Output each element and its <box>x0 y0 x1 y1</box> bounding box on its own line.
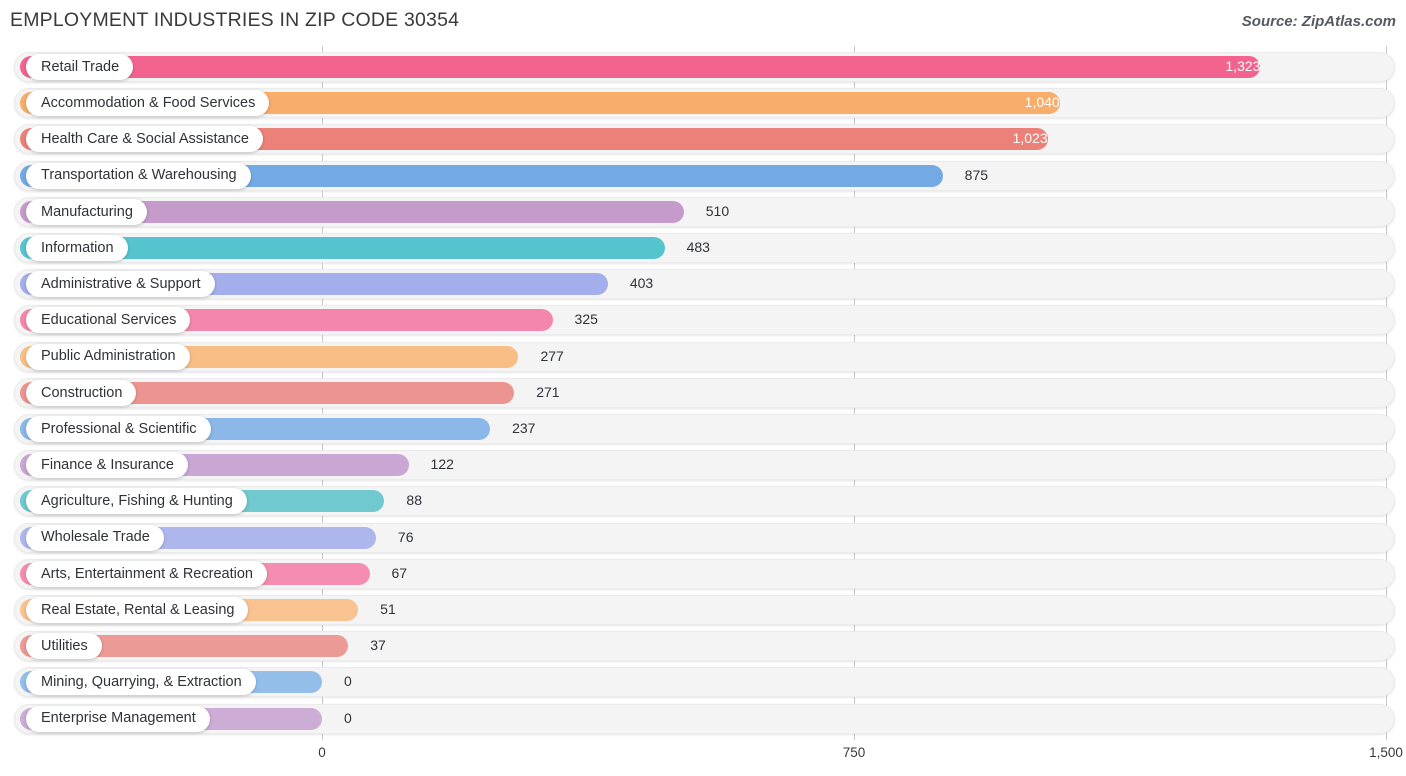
x-tick-label: 1,500 <box>1369 745 1403 760</box>
category-label: Information <box>41 239 114 256</box>
category-label-pill: Administrative & Support <box>26 271 215 298</box>
category-label: Manufacturing <box>41 203 133 220</box>
category-label: Finance & Insurance <box>41 456 174 473</box>
category-label: Enterprise Management <box>41 710 196 727</box>
category-label-pill: Agriculture, Fishing & Hunting <box>26 488 247 515</box>
bar[interactable] <box>20 128 1048 151</box>
chart-row[interactable]: Administrative & Support 403 <box>14 269 1395 300</box>
bar-value-label: 510 <box>705 202 730 219</box>
bar-value-label: 0 <box>344 709 352 726</box>
category-label-pill: Public Administration <box>26 343 190 370</box>
chart-row[interactable]: Health Care & Social Assistance 1,023 <box>14 124 1395 155</box>
bar-rows: Retail Trade 1,323 Accommodation & Food Se… <box>0 46 1406 740</box>
category-label-pill: Manufacturing <box>26 198 147 225</box>
bar-value-label: 237 <box>512 420 536 436</box>
category-label-pill: Wholesale Trade <box>26 524 164 551</box>
chart-row[interactable]: Retail Trade 1,323 <box>14 52 1395 82</box>
chart-row[interactable]: Transportation & Warehousing 875 <box>14 160 1395 191</box>
category-label-pill: Utilities <box>26 633 102 660</box>
category-label: Wholesale Trade <box>41 529 150 546</box>
category-label: Professional & Scientific <box>41 420 197 437</box>
category-label: Utilities <box>41 637 88 654</box>
chart-row[interactable]: Utilities 37 <box>14 631 1395 662</box>
x-tick-label: 750 <box>842 745 866 760</box>
category-label: Arts, Entertainment & Recreation <box>41 565 253 582</box>
category-label-pill: Enterprise Management <box>26 705 210 732</box>
chart-row[interactable]: Educational Services 325 <box>14 305 1395 336</box>
x-axis: 0 750 1,500 <box>0 740 1406 776</box>
chart-row[interactable]: Real Estate, Rental & Leasing 51 <box>14 595 1395 625</box>
category-label: Educational Services <box>41 312 177 329</box>
category-label-pill: Arts, Entertainment & Recreation <box>26 560 267 587</box>
plot-area: Retail Trade 1,323 Accommodation & Food Se… <box>0 46 1406 740</box>
category-label-pill: Mining, Quarrying, & Extraction <box>26 669 256 696</box>
chart-row[interactable]: Mining, Quarrying, & Extraction 0 <box>14 667 1395 698</box>
bar-value-label: 0 <box>344 673 352 690</box>
chart-row[interactable]: Wholesale Trade 76 <box>14 522 1395 553</box>
bar[interactable] <box>20 635 349 658</box>
bar-value-label: 76 <box>397 528 414 545</box>
bar[interactable] <box>20 381 515 404</box>
bar-value-label: 122 <box>430 456 454 473</box>
chart-row[interactable]: Public Administration 277 <box>14 341 1395 372</box>
category-label-pill: Information <box>26 235 128 261</box>
category-label-pill: Construction <box>26 379 137 406</box>
bar-value-label: 88 <box>406 492 422 509</box>
category-label: Accommodation & Food Services <box>41 94 256 111</box>
category-label-pill: Professional & Scientific <box>26 416 211 442</box>
chart-row[interactable]: Accommodation & Food Services 1,040 <box>14 88 1395 119</box>
bar-value-label: 875 <box>964 166 989 183</box>
category-label-pill: Retail Trade <box>26 54 134 80</box>
category-label: Health Care & Social Assistance <box>41 131 249 148</box>
bar[interactable] <box>20 164 943 187</box>
bar-value-label: 37 <box>370 637 386 654</box>
category-label-pill: Finance & Insurance <box>26 452 188 479</box>
bar[interactable] <box>20 56 1261 78</box>
chart-row[interactable]: Information 483 <box>14 233 1395 263</box>
bar-value-label: 277 <box>540 347 564 364</box>
category-label: Public Administration <box>41 348 176 365</box>
bar-value-label: 271 <box>536 383 560 400</box>
chart-row[interactable]: Agriculture, Fishing & Hunting 88 <box>14 486 1395 517</box>
bar-value-label: 325 <box>574 311 598 328</box>
chart-row[interactable]: Manufacturing 510 <box>14 196 1395 227</box>
category-label: Construction <box>41 384 123 401</box>
bar[interactable] <box>20 92 1060 115</box>
page-title: EMPLOYMENT INDUSTRIES IN ZIP CODE 30354 <box>10 9 460 31</box>
chart-header: EMPLOYMENT INDUSTRIES IN ZIP CODE 30354 … <box>0 0 1406 46</box>
bar[interactable] <box>20 200 684 223</box>
category-label-pill: Educational Services <box>26 307 191 334</box>
bar-value-label: 1,323 <box>1225 58 1261 74</box>
bar-value-label: 1,023 <box>1012 130 1048 147</box>
category-label: Agriculture, Fishing & Hunting <box>41 493 233 510</box>
bar-value-label: 51 <box>380 601 396 617</box>
source-attribution: Source: ZipAtlas.com <box>1241 13 1396 30</box>
category-label: Transportation & Warehousing <box>41 167 237 184</box>
bar[interactable] <box>20 237 665 259</box>
bar-value-label: 1,040 <box>1024 94 1060 111</box>
category-label-pill: Health Care & Social Assistance <box>26 126 263 153</box>
x-tick-label: 0 <box>318 745 326 760</box>
category-label: Administrative & Support <box>41 275 201 292</box>
chart-row[interactable]: Construction 271 <box>14 377 1395 408</box>
chart-row[interactable]: Professional & Scientific 237 <box>14 414 1395 444</box>
category-label-pill: Real Estate, Rental & Leasing <box>26 597 249 623</box>
category-label-pill: Accommodation & Food Services <box>26 90 270 117</box>
category-label: Real Estate, Rental & Leasing <box>41 601 235 618</box>
bar-value-label: 403 <box>629 275 654 292</box>
category-label-pill: Transportation & Warehousing <box>26 162 251 189</box>
chart-row[interactable]: Enterprise Management 0 <box>14 703 1395 734</box>
chart-row[interactable]: Finance & Insurance 122 <box>14 450 1395 481</box>
bar-value-label: 483 <box>686 239 710 255</box>
category-label: Mining, Quarrying, & Extraction <box>41 674 242 691</box>
bar-value-label: 67 <box>391 564 408 581</box>
category-label: Retail Trade <box>41 58 120 75</box>
chart-row[interactable]: Arts, Entertainment & Recreation 67 <box>14 558 1395 589</box>
